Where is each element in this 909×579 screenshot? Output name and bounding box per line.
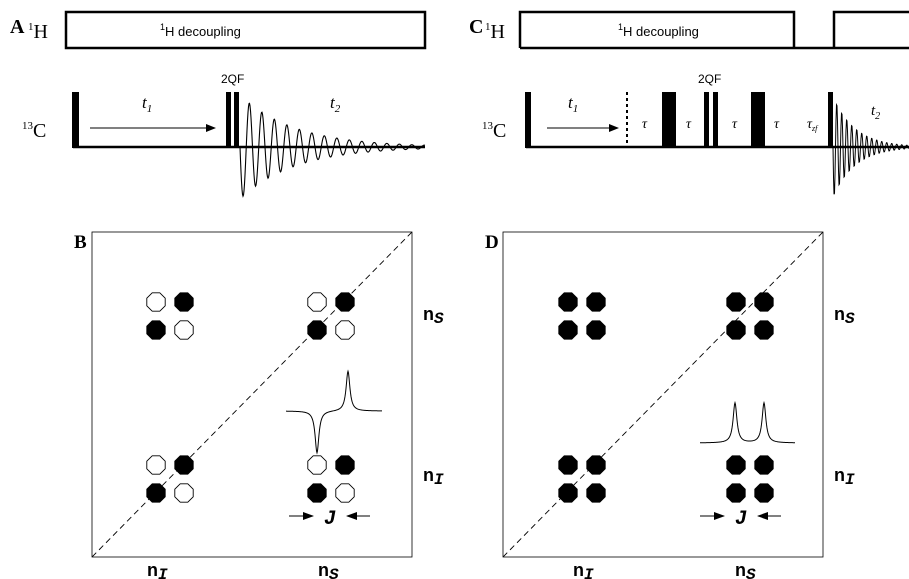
panel-c-180-pulse-2: [751, 92, 765, 148]
panel-b-frame: [91, 231, 413, 558]
panel-d-peak-1-3: [754, 320, 774, 340]
panel-b-peak-3-2: [307, 483, 327, 503]
panel-d-peak-0-2: [558, 320, 578, 340]
panel-d-peak-1-0: [726, 292, 746, 312]
panel-c-tau-zf: τzf: [807, 117, 819, 133]
panel-a-fid: [239, 102, 426, 198]
panel-c-fid: [832, 102, 909, 195]
panel-c-tau-3: τ: [732, 117, 738, 132]
panel-d-j-marker: J: [700, 508, 781, 531]
panel-b-peak-1-1: [335, 292, 355, 312]
panel-c-decoupling-label: 1H decoupling: [618, 22, 699, 39]
panel-b-peak-1-3: [335, 320, 355, 340]
panel-d-peak-2-1: [586, 455, 606, 475]
panel-d-y-label-1: nS: [834, 304, 855, 328]
panel-a-h-channel: 1H: [28, 21, 48, 43]
panel-b-peak-0-3: [174, 320, 194, 340]
panel-c-tau-4: τ: [774, 117, 780, 132]
panel-d: D J nI nS nS nI: [485, 231, 855, 579]
panel-b-diagonal: [92, 232, 412, 557]
panel-b-peak-2-0: [146, 455, 166, 475]
panel-c-t1-label: t1: [568, 93, 578, 115]
panel-b-y-label-2: nI: [423, 465, 444, 489]
panel-d-peak-3-0: [726, 455, 746, 475]
panel-a-decoupling-label: 1H decoupling: [160, 22, 241, 39]
panel-d-peak-2-3: [586, 483, 606, 503]
panel-a-90-pulse: [72, 92, 79, 148]
panel-b-letter: B: [74, 232, 87, 253]
panel-a-2qf-pulse-2: [234, 92, 239, 148]
panel-c-2qf-label: 2QF: [698, 72, 721, 86]
panel-c-t2-label: t2: [871, 103, 880, 122]
panel-a-t1-arrowhead: [206, 124, 216, 132]
panel-b-peak-0-1: [174, 292, 194, 312]
panel-a-t1-label: t1: [142, 93, 152, 115]
panel-b-x-label-1: nI: [147, 560, 168, 579]
panel-b-antiphase-trace: [285, 369, 382, 455]
panel-b-j-label: J: [324, 508, 336, 531]
panel-c-2qf-pulse-1: [704, 92, 709, 148]
panel-c-h-channel: 1H: [485, 21, 505, 43]
panel-a: A 1H 1H decoupling 13C t1 2QF t2: [10, 10, 427, 198]
panel-c-tau-2: τ: [686, 117, 692, 132]
panel-c-letter: C: [469, 16, 483, 38]
panel-d-inphase-trace: [699, 400, 796, 444]
panel-b-peak-2-3: [174, 483, 194, 503]
panel-b-peak-3-3: [335, 483, 355, 503]
panel-d-peak-0-0: [558, 292, 578, 312]
panel-d-peak-3-3: [754, 483, 774, 503]
panel-a-2qf-pulse-1: [226, 92, 231, 148]
panel-d-x-label-1: nI: [573, 560, 594, 579]
panel-d-y-label-2: nI: [834, 465, 855, 489]
panel-d-frame: [502, 231, 824, 558]
panel-b-peak-1-0: [307, 292, 327, 312]
panel-a-letter: A: [10, 16, 25, 38]
panel-d-peak-3-1: [754, 455, 774, 475]
panel-c-2qf-pulse-2: [713, 92, 718, 148]
panel-c-t1-arrowhead: [609, 124, 619, 132]
panel-d-peak-0-1: [586, 292, 606, 312]
panel-b-peak-2-2: [146, 483, 166, 503]
panel-d-j-label: J: [735, 508, 747, 531]
panel-d-peaks: [558, 292, 774, 503]
panel-c-c-channel: 13C: [482, 120, 506, 142]
panel-a-decoupling-box: [64, 10, 427, 50]
panel-a-2qf-label: 2QF: [221, 72, 244, 86]
panel-c-180-pulse-1: [662, 92, 676, 148]
panel-b-peak-0-0: [146, 292, 166, 312]
panel-d-peak-1-2: [726, 320, 746, 340]
panel-a-c-channel: 13C: [22, 120, 46, 142]
panel-b: B J nI nS nS nI: [74, 231, 444, 579]
panel-d-diagonal: [503, 232, 823, 557]
panel-b-peak-2-1: [174, 455, 194, 475]
panel-d-peak-0-3: [586, 320, 606, 340]
panel-b-peak-3-1: [335, 455, 355, 475]
panel-d-letter: D: [485, 232, 499, 253]
panel-c-decoupling-box: [518, 10, 909, 48]
panel-d-peak-2-2: [558, 483, 578, 503]
panel-d-peak-2-0: [558, 455, 578, 475]
panel-b-peak-1-2: [307, 320, 327, 340]
panel-b-peaks: [146, 292, 355, 503]
panel-c-90-read-pulse: [828, 92, 833, 148]
panel-b-peak-0-2: [146, 320, 166, 340]
panel-b-x-label-2: nS: [318, 560, 339, 579]
panel-d-peak-3-2: [726, 483, 746, 503]
panel-c-tau-1: τ: [642, 117, 648, 132]
panel-d-x-label-2: nS: [735, 560, 756, 579]
panel-c: C 1H 1H decoupling 13C t1 τ τ 2QF τ τ τz…: [469, 10, 909, 195]
panel-c-90-pulse: [525, 92, 531, 148]
panel-a-t2-label: t2: [330, 93, 341, 115]
panel-d-peak-1-1: [754, 292, 774, 312]
panel-b-peak-3-0: [307, 455, 327, 475]
panel-b-y-label-1: nS: [423, 304, 444, 328]
panel-b-j-marker: J: [289, 508, 370, 531]
